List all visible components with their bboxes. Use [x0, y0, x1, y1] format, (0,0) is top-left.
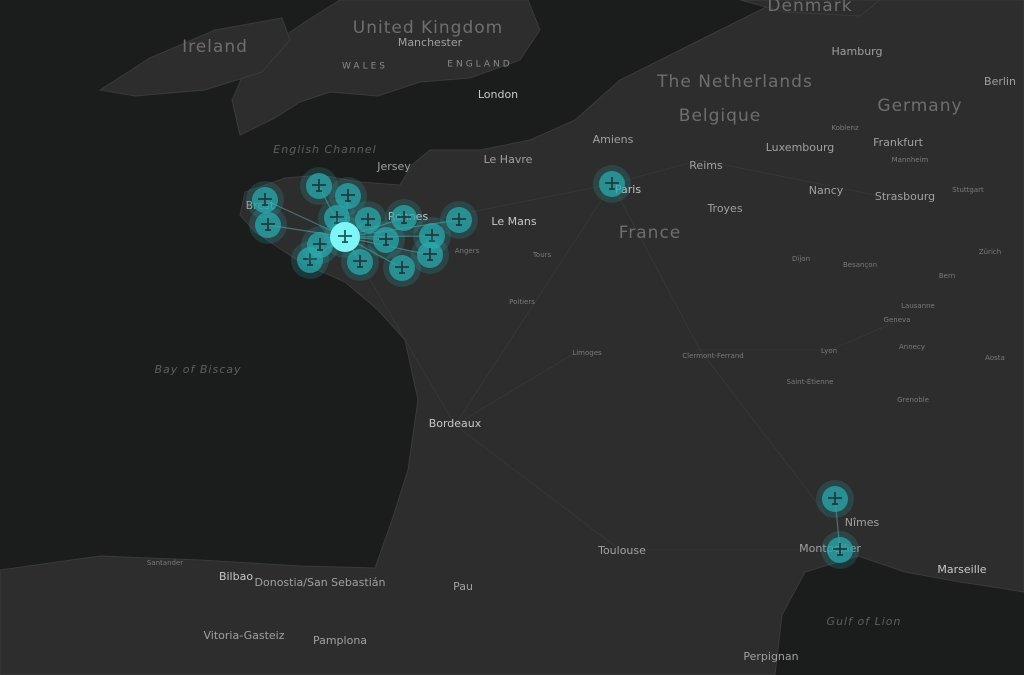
plane-icon: [313, 238, 327, 251]
city-label: Hamburg: [832, 45, 883, 58]
plane-icon: [258, 193, 272, 206]
city-label: Troyes: [706, 202, 742, 215]
plane-icon: [452, 213, 466, 226]
city-label: Bern: [939, 272, 955, 280]
city-label: Berlin: [984, 75, 1016, 88]
city-label: Geneva: [884, 316, 911, 324]
roads: [344, 159, 901, 551]
plane-icon: [341, 189, 355, 202]
city-label: Jersey: [376, 160, 411, 173]
sea-label: English Channel: [273, 143, 376, 156]
countrie-label: United Kingdom: [353, 18, 503, 38]
city-label: Santander: [147, 559, 183, 567]
countrie-label: France: [619, 223, 682, 243]
city-label: Dijon: [792, 255, 810, 263]
city-label: Le Havre: [484, 153, 533, 166]
city-label: Mannheim: [892, 156, 929, 164]
city-label: Donostia/San Sebastián: [255, 576, 386, 589]
city-label: Zürich: [979, 248, 1001, 256]
city-label: Amiens: [593, 133, 634, 146]
city-label: Pau: [453, 580, 473, 593]
city-label: Poitiers: [509, 298, 535, 306]
city-label: Saint-Étienne: [787, 377, 834, 386]
city-label: Toulouse: [597, 544, 646, 557]
city-label: Besançon: [843, 261, 877, 269]
city-label: Perpignan: [743, 650, 798, 663]
plane-icon: [379, 233, 393, 246]
city-label: Reims: [689, 159, 723, 172]
countrie-label: Germany: [877, 96, 962, 116]
countrie-label: Ireland: [182, 37, 248, 57]
city-label: Vitoria-Gasteiz: [204, 629, 285, 642]
denmark: [739, 0, 881, 17]
city-label: Pamplona: [313, 634, 367, 647]
city-label: Aosta: [985, 354, 1005, 362]
region-label: ENGLAND: [447, 60, 512, 70]
sea-label: Gulf of Lion: [827, 615, 902, 628]
plane-icon: [338, 230, 352, 243]
plane-icon: [425, 229, 439, 242]
plane-icon: [303, 253, 317, 266]
plane-icon: [261, 218, 275, 231]
sea-label: Bay of Biscay: [154, 363, 241, 376]
city-label: Lausanne: [901, 302, 935, 310]
countrie-label: The Netherlands: [656, 72, 813, 92]
city-label: Koblenz: [831, 124, 859, 132]
plane-icon: [833, 543, 847, 556]
city-label: London: [478, 88, 518, 101]
city-label: Nîmes: [845, 516, 880, 529]
plane-icon: [423, 248, 437, 261]
city-label: Lyon: [821, 347, 837, 355]
city-label: Strasbourg: [875, 190, 935, 203]
city-label: Bordeaux: [429, 417, 482, 430]
city-label: Angers: [455, 247, 480, 255]
city-label: Nancy: [809, 184, 844, 197]
plane-icon: [828, 492, 842, 505]
plane-icon: [397, 211, 411, 224]
region-label: WALES: [342, 62, 388, 72]
plane-icon: [312, 179, 326, 192]
city-label: Clermont-Ferrand: [682, 352, 743, 360]
countrie-label: Belgique: [679, 106, 761, 126]
plane-icon: [395, 261, 409, 274]
city-label: Frankfurt: [873, 136, 923, 149]
city-label: Bilbao: [219, 570, 253, 583]
city-label: Manchester: [398, 36, 463, 49]
city-label: Marseille: [937, 563, 986, 576]
plane-icon: [353, 255, 367, 268]
city-label: Stuttgart: [952, 186, 984, 194]
plane-icon: [361, 213, 375, 226]
city-label: Luxembourg: [766, 141, 835, 154]
countrie-label: Denmark: [767, 0, 852, 16]
ireland: [98, 17, 291, 97]
city-label: Annecy: [899, 343, 925, 351]
city-label: Grenoble: [897, 396, 929, 404]
city-label: Le Mans: [491, 215, 536, 228]
plane-icon: [605, 177, 619, 190]
city-label: Limoges: [572, 349, 602, 357]
city-label: Tours: [532, 251, 552, 259]
plane-icon: [330, 211, 344, 224]
